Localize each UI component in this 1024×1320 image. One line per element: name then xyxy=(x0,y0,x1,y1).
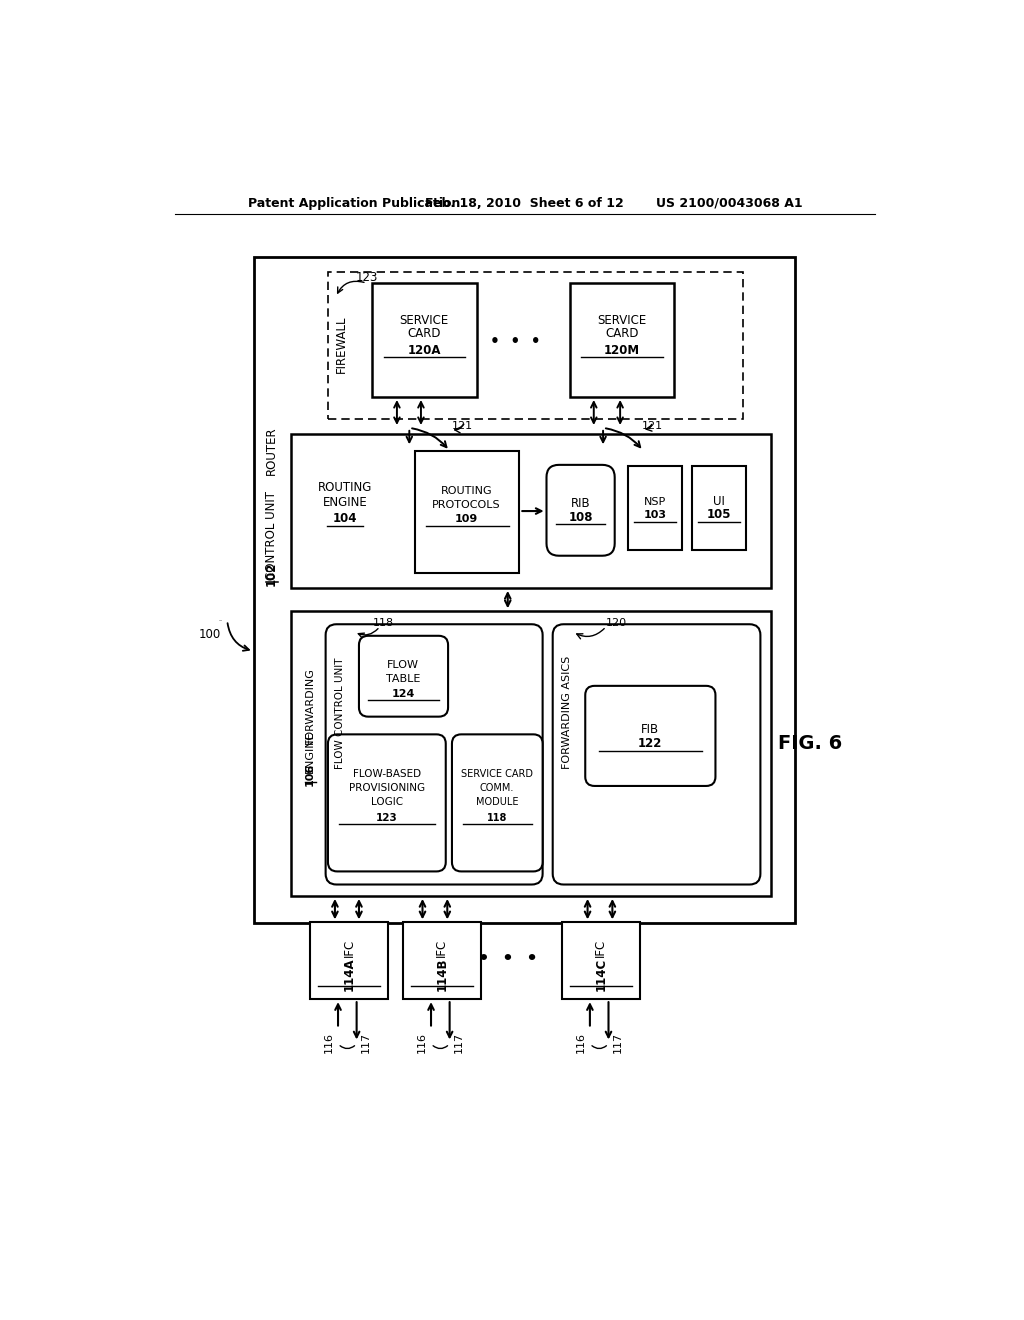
Text: 114A: 114A xyxy=(342,958,355,991)
Text: IFC: IFC xyxy=(594,939,607,957)
Text: NSP: NSP xyxy=(644,496,667,507)
Text: ENGINE: ENGINE xyxy=(305,730,315,772)
Text: ENGINE: ENGINE xyxy=(323,496,368,510)
Text: LOGIC: LOGIC xyxy=(371,797,402,807)
Text: 118: 118 xyxy=(373,619,394,628)
Text: 105: 105 xyxy=(708,508,731,521)
Text: 100: 100 xyxy=(199,628,220,640)
Text: •  •  •: • • • xyxy=(490,334,541,350)
Text: FIG. 6: FIG. 6 xyxy=(778,734,842,754)
Bar xyxy=(562,923,640,999)
Text: SERVICE CARD: SERVICE CARD xyxy=(461,770,532,779)
Text: 114B: 114B xyxy=(435,958,449,991)
Text: FORWARDING ASICS: FORWARDING ASICS xyxy=(561,656,571,770)
Text: IFC: IFC xyxy=(342,939,355,957)
Text: 123: 123 xyxy=(376,813,397,822)
Bar xyxy=(291,611,771,896)
Bar xyxy=(254,257,795,923)
Text: PROVISIONING: PROVISIONING xyxy=(349,783,425,793)
Text: 102: 102 xyxy=(265,562,278,586)
Text: 114C: 114C xyxy=(594,958,607,991)
Text: ROUTER: ROUTER xyxy=(265,426,278,475)
Bar xyxy=(372,284,477,397)
Text: 120A: 120A xyxy=(408,345,440,358)
Text: Patent Application Publication: Patent Application Publication xyxy=(248,197,461,210)
Text: 123: 123 xyxy=(355,271,378,284)
Bar xyxy=(628,466,682,549)
Text: CARD: CARD xyxy=(605,327,638,341)
FancyBboxPatch shape xyxy=(452,734,543,871)
Text: 106: 106 xyxy=(305,763,315,785)
Text: 104: 104 xyxy=(333,512,357,525)
Bar xyxy=(291,434,771,589)
Text: RIB: RIB xyxy=(570,496,591,510)
Text: FLOW-BASED: FLOW-BASED xyxy=(353,770,421,779)
Text: FIB: FIB xyxy=(641,723,659,737)
Text: 117: 117 xyxy=(360,1032,371,1053)
Text: 116: 116 xyxy=(324,1032,334,1053)
Text: 124: 124 xyxy=(391,689,415,700)
Text: US 2100/0043068 A1: US 2100/0043068 A1 xyxy=(655,197,802,210)
Text: 116: 116 xyxy=(417,1032,427,1053)
Text: IFC: IFC xyxy=(435,939,449,957)
Text: CONTROL UNIT: CONTROL UNIT xyxy=(265,491,278,581)
FancyBboxPatch shape xyxy=(547,465,614,556)
Text: 109: 109 xyxy=(455,513,478,524)
Text: 121: 121 xyxy=(641,421,663,432)
Text: 118: 118 xyxy=(486,813,507,822)
Text: •  •  •: • • • xyxy=(478,950,538,968)
Text: COMM.: COMM. xyxy=(479,783,514,793)
Bar xyxy=(569,284,675,397)
Bar xyxy=(415,451,519,573)
Bar xyxy=(328,272,742,418)
Text: MODULE: MODULE xyxy=(476,797,518,807)
Text: PROTOCOLS: PROTOCOLS xyxy=(432,500,501,510)
Text: FLOW: FLOW xyxy=(387,660,419,671)
Text: CARD: CARD xyxy=(408,327,440,341)
Text: FORWARDING: FORWARDING xyxy=(305,667,315,743)
Text: 120M: 120M xyxy=(603,345,640,358)
FancyBboxPatch shape xyxy=(359,636,449,717)
Text: 117: 117 xyxy=(454,1032,464,1053)
Text: Feb. 18, 2010  Sheet 6 of 12: Feb. 18, 2010 Sheet 6 of 12 xyxy=(425,197,625,210)
Text: UI: UI xyxy=(714,495,725,508)
Bar xyxy=(310,923,388,999)
Text: 108: 108 xyxy=(568,511,593,524)
Bar xyxy=(692,466,746,549)
FancyBboxPatch shape xyxy=(586,686,716,785)
FancyBboxPatch shape xyxy=(553,624,761,884)
FancyBboxPatch shape xyxy=(326,624,543,884)
Text: SERVICE: SERVICE xyxy=(399,314,449,326)
Text: 121: 121 xyxy=(453,421,473,432)
Bar xyxy=(403,923,480,999)
Text: 120: 120 xyxy=(605,619,627,628)
Text: 116: 116 xyxy=(575,1032,586,1053)
Text: TABLE: TABLE xyxy=(386,675,420,684)
Text: SERVICE: SERVICE xyxy=(597,314,646,326)
Text: ROUTING: ROUTING xyxy=(441,486,493,496)
Text: 103: 103 xyxy=(643,510,667,520)
Text: ROUTING: ROUTING xyxy=(317,482,372,495)
Text: FIREWALL: FIREWALL xyxy=(335,315,347,374)
Text: 117: 117 xyxy=(612,1032,623,1053)
Text: FLOW CONTROL UNIT: FLOW CONTROL UNIT xyxy=(335,657,344,768)
Text: 122: 122 xyxy=(638,737,663,750)
FancyBboxPatch shape xyxy=(328,734,445,871)
